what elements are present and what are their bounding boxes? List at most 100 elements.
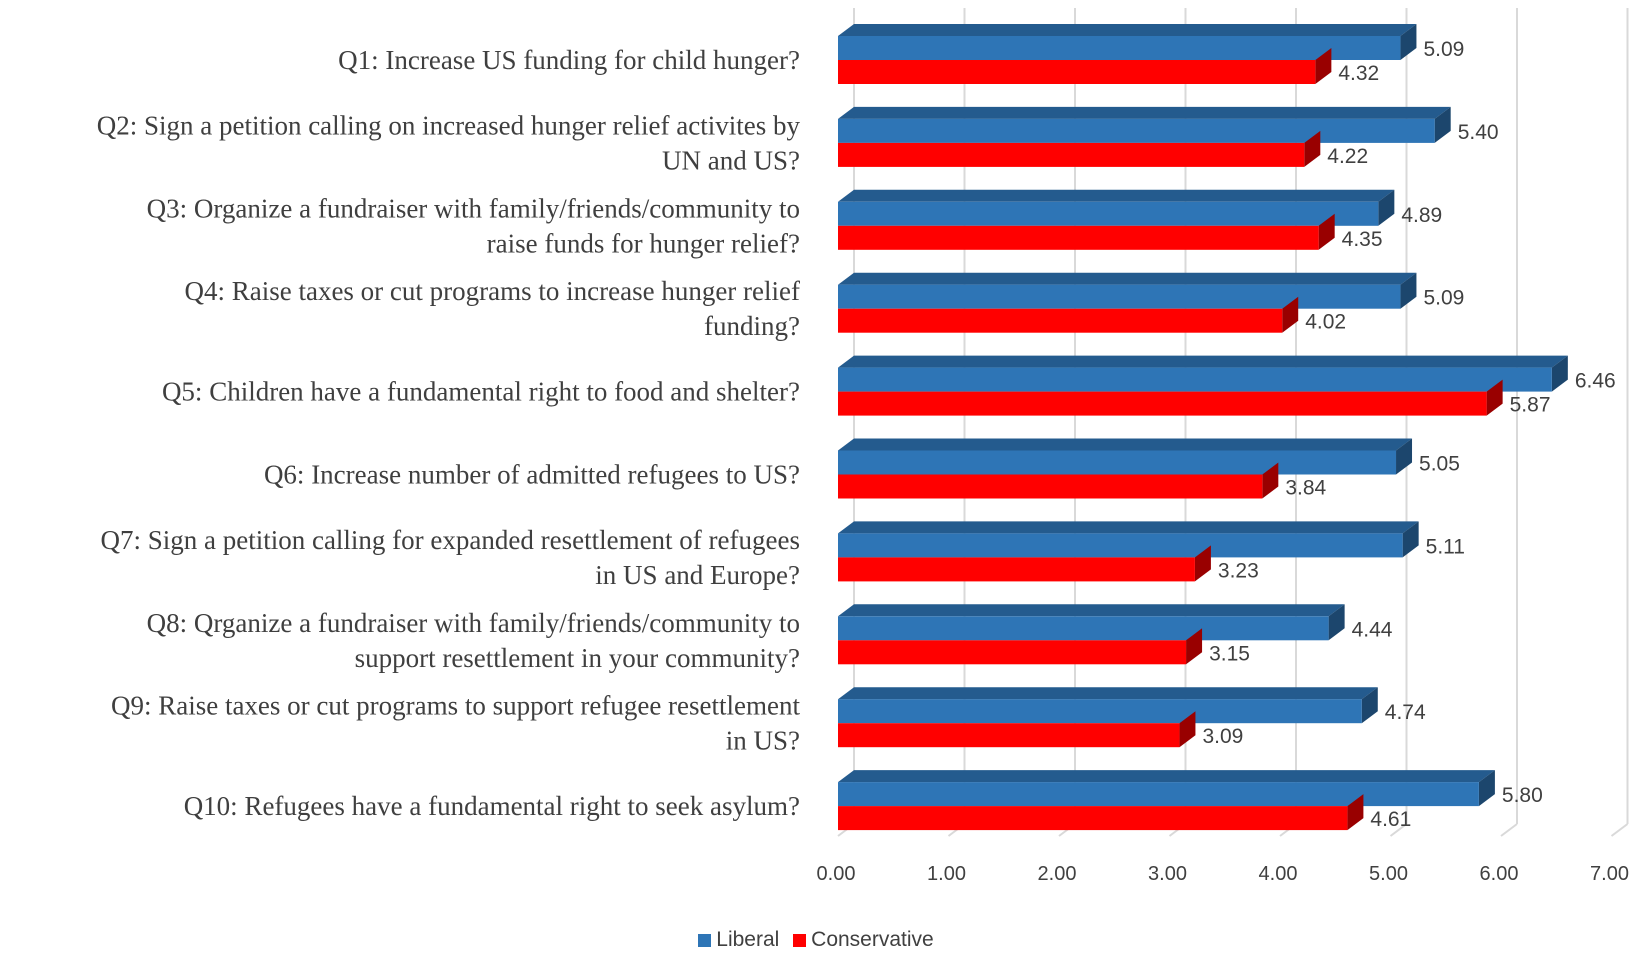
category-label: Q6: Increase number of admitted refugees… <box>264 460 800 490</box>
data-label-conservative: 3.23 <box>1218 559 1259 582</box>
bar-conservative-1 <box>838 60 1316 84</box>
bar-side-face <box>1400 24 1417 60</box>
bar-conservative-7 <box>838 557 1195 582</box>
category-label-line: Q9: Raise taxes or cut programs to suppo… <box>111 691 801 721</box>
bar-side-face <box>1262 462 1279 499</box>
bar-top-face <box>838 189 1395 202</box>
legend: Liberal Conservative <box>0 928 1632 953</box>
category-label-line: funding? <box>704 311 800 341</box>
bar-side-face <box>1378 189 1395 226</box>
legend-label-conservative: Conservative <box>811 928 934 951</box>
bar-conservative-10 <box>838 806 1348 831</box>
bar-side-face <box>1396 438 1413 475</box>
bar-liberal-1 <box>838 36 1401 60</box>
legend-label-liberal: Liberal <box>716 928 780 951</box>
bar-top-face <box>838 355 1568 368</box>
bar-conservative-6 <box>838 474 1263 499</box>
bar-conservative-9 <box>838 723 1180 748</box>
category-label: Q2: Sign a petition calling on increased… <box>97 110 801 175</box>
bar-top-face <box>838 106 1451 119</box>
category-label-line: UN and US? <box>662 145 800 175</box>
bar-side-face <box>1179 711 1196 748</box>
data-label-conservative: 3.15 <box>1209 642 1250 665</box>
bar-side-face <box>1400 272 1417 309</box>
category-label-line: Q4: Raise taxes or cut programs to incre… <box>184 276 800 306</box>
bar-liberal-3 <box>838 201 1379 226</box>
bar-layer <box>838 24 1568 831</box>
bar-liberal-9 <box>838 699 1362 724</box>
category-label-line: Q5: Children have a fundamental right to… <box>162 377 800 407</box>
data-label-conservative: 4.22 <box>1327 145 1368 168</box>
x-tick-label: 6.00 <box>1480 863 1519 885</box>
bar-side-face <box>1315 48 1332 84</box>
category-label-line: support resettlement in your community? <box>355 643 800 673</box>
bar-top-face <box>838 687 1378 700</box>
category-label: Q7: Sign a petition calling for expanded… <box>100 525 800 590</box>
gridline-floor <box>1610 823 1629 837</box>
data-label-liberal: 5.09 <box>1423 287 1464 310</box>
gridline-floor <box>1389 823 1408 837</box>
bar-side-face <box>1402 521 1419 558</box>
bar-side-face <box>1318 213 1335 250</box>
data-label-liberal: 4.44 <box>1352 618 1393 641</box>
bar-conservative-8 <box>838 640 1187 665</box>
bar-liberal-10 <box>838 782 1479 807</box>
bar-conservative-5 <box>838 391 1487 416</box>
category-label: Q10: Refugees have a fundamental right t… <box>184 791 800 821</box>
bar-conservative-2 <box>838 142 1305 167</box>
tick-layer: 0.00 1.00 2.00 3.00 4.00 5.00 6.00 7.00 <box>817 863 1629 885</box>
bar-liberal-4 <box>838 284 1401 309</box>
bar-top-face <box>838 521 1419 534</box>
category-label: Q4: Raise taxes or cut programs to incre… <box>184 276 800 341</box>
x-tick-label: 1.00 <box>927 863 966 885</box>
bar-side-face <box>1551 355 1568 392</box>
bar-top-face <box>838 438 1413 451</box>
bar-side-face <box>1347 794 1364 831</box>
x-tick-label: 2.00 <box>1038 863 1077 885</box>
label-layer: 5.09 4.32 Q1: Increase US funding for chil… <box>97 38 1616 831</box>
data-label-liberal: 5.80 <box>1502 784 1543 807</box>
x-tick-label: 5.00 <box>1369 863 1408 885</box>
legend-item-liberal: Liberal <box>698 928 779 952</box>
bar-conservative-4 <box>838 308 1283 333</box>
bar-side-face <box>1194 545 1211 582</box>
bar-conservative-3 <box>838 225 1319 250</box>
data-label-conservative: 3.09 <box>1202 725 1243 748</box>
bar-side-face <box>1478 770 1495 807</box>
x-tick-label: 3.00 <box>1148 863 1187 885</box>
category-label-line: Q6: Increase number of admitted refugees… <box>264 460 800 490</box>
category-label-line: Q1: Increase US funding for child hunger… <box>338 45 800 75</box>
category-label: Q8: Qrganize a fundraiser with family/fr… <box>147 608 800 673</box>
x-tick-label: 0.00 <box>817 863 856 885</box>
legend-swatch-liberal <box>698 933 712 947</box>
category-label: Q3: Organize a fundraiser with family/fr… <box>147 193 800 258</box>
data-label-liberal: 5.40 <box>1458 121 1499 144</box>
category-label: Q1: Increase US funding for child hunger… <box>338 45 800 75</box>
category-label-line: in US? <box>726 726 800 756</box>
data-label-liberal: 4.89 <box>1401 204 1442 227</box>
category-label-line: Q3: Organize a fundraiser with family/fr… <box>147 193 800 223</box>
data-label-liberal: 5.09 <box>1423 38 1464 61</box>
bar-top-face <box>838 272 1417 285</box>
x-tick-label: 4.00 <box>1259 863 1298 885</box>
data-label-liberal: 6.46 <box>1575 370 1616 393</box>
data-label-liberal: 5.11 <box>1426 535 1465 558</box>
legend-swatch-conservative <box>793 933 807 947</box>
data-label-liberal: 4.74 <box>1385 701 1426 724</box>
category-label-line: in US and Europe? <box>595 560 800 590</box>
data-label-conservative: 4.35 <box>1342 228 1383 251</box>
x-tick-label: 7.00 <box>1590 863 1629 885</box>
bar-side-face <box>1328 604 1345 641</box>
bar-side-face <box>1282 296 1299 333</box>
bar-top-face <box>838 770 1495 783</box>
bar-liberal-7 <box>838 533 1403 558</box>
category-label-line: raise funds for hunger relief? <box>487 228 800 258</box>
data-label-liberal: 5.05 <box>1419 453 1460 476</box>
data-label-conservative: 5.87 <box>1510 394 1551 417</box>
bar-top-face <box>838 604 1345 617</box>
bar-liberal-5 <box>838 367 1552 392</box>
bar-liberal-6 <box>838 450 1397 475</box>
category-label: Q5: Children have a fundamental right to… <box>162 377 800 407</box>
category-label-line: Q8: Qrganize a fundraiser with family/fr… <box>147 608 800 638</box>
